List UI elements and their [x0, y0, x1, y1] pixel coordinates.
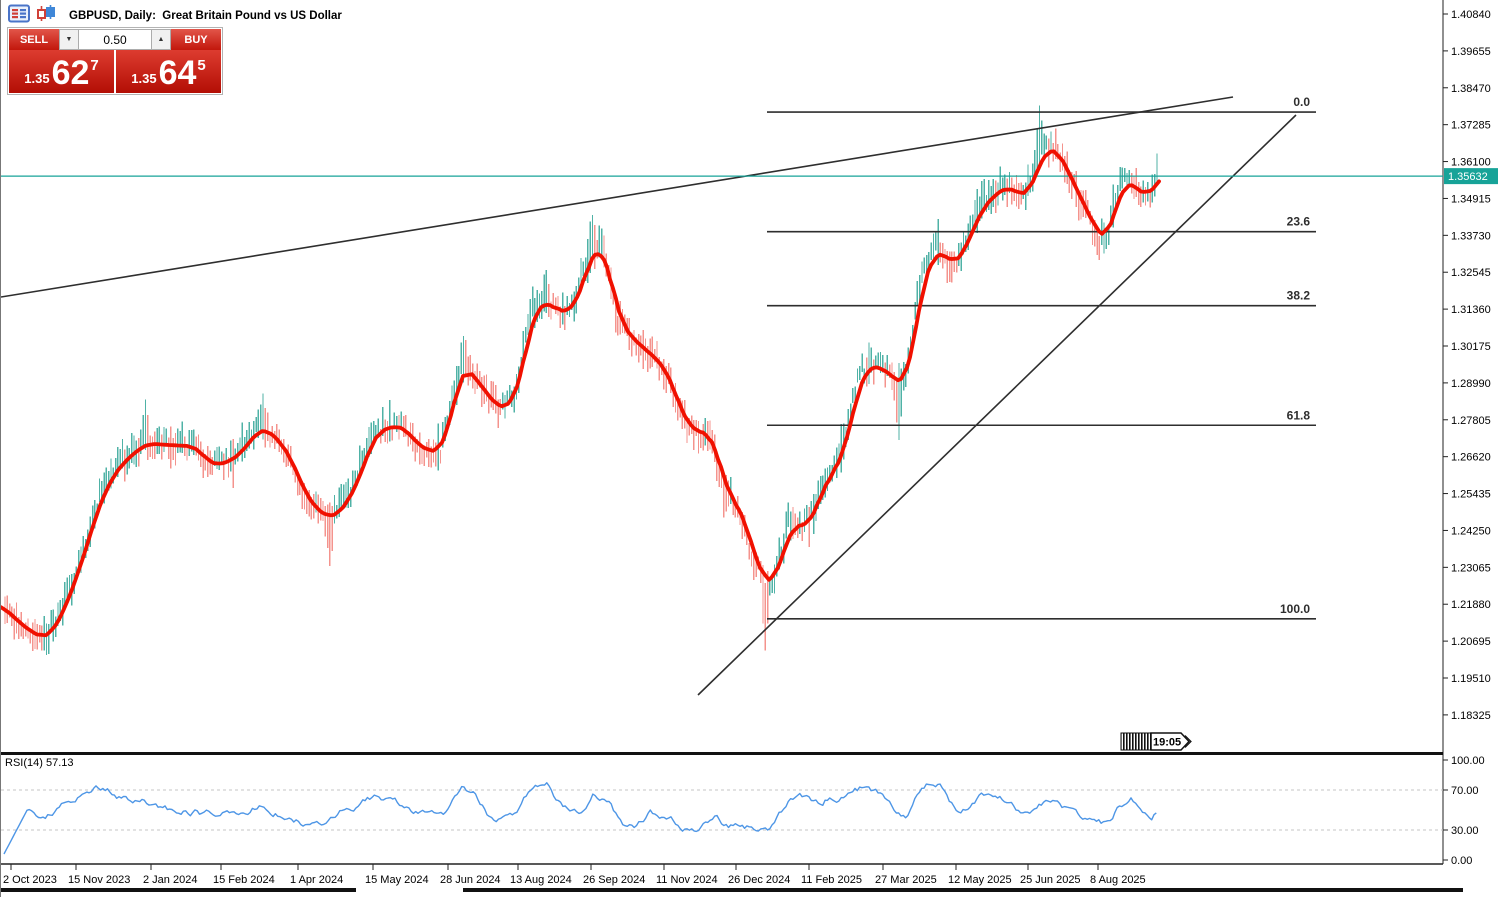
moving-average-line[interactable] — [1, 149, 1161, 638]
one-click-trade-widget: SELL ▼ ▲ BUY 1.35 62 7 1.35 64 5 — [7, 27, 223, 95]
svg-text:1.35632: 1.35632 — [1448, 171, 1488, 183]
svg-text:25 Jun 2025: 25 Jun 2025 — [1020, 874, 1081, 886]
svg-text:19:05: 19:05 — [1153, 737, 1181, 749]
svg-text:2 Oct 2023: 2 Oct 2023 — [3, 874, 57, 886]
svg-text:2 Jan 2024: 2 Jan 2024 — [143, 874, 197, 886]
svg-text:30.00: 30.00 — [1451, 825, 1479, 837]
svg-text:23.6: 23.6 — [1287, 215, 1311, 229]
svg-text:1.30175: 1.30175 — [1451, 341, 1491, 353]
svg-text:1.20695: 1.20695 — [1451, 636, 1491, 648]
svg-text:1.19510: 1.19510 — [1451, 673, 1491, 685]
lower-trendline[interactable] — [697, 114, 1297, 696]
rsi-panel: 100.00 70.00 30.00 0.00 — [1, 755, 1485, 867]
svg-text:1.37285: 1.37285 — [1451, 120, 1491, 132]
svg-text:12 May 2025: 12 May 2025 — [948, 874, 1012, 886]
current-price-tag: 1.35632 — [1444, 168, 1498, 185]
svg-text:0.0: 0.0 — [1293, 95, 1310, 109]
svg-text:1 Apr 2024: 1 Apr 2024 — [290, 874, 343, 886]
svg-text:27 Mar 2025: 27 Mar 2025 — [875, 874, 937, 886]
svg-text:70.00: 70.00 — [1451, 785, 1479, 797]
svg-text:1.39655: 1.39655 — [1451, 46, 1491, 58]
svg-text:1.38470: 1.38470 — [1451, 83, 1491, 95]
sell-price-big: 62 — [51, 54, 90, 92]
sell-price-prefix: 1.35 — [24, 71, 50, 86]
svg-text:1.24250: 1.24250 — [1451, 525, 1491, 537]
svg-text:1.23065: 1.23065 — [1451, 562, 1491, 574]
svg-text:1.18325: 1.18325 — [1451, 710, 1491, 722]
svg-text:15 Nov 2023: 15 Nov 2023 — [68, 874, 130, 886]
sell-price-panel[interactable]: 1.35 62 7 — [9, 50, 114, 93]
svg-text:15 May 2024: 15 May 2024 — [365, 874, 429, 886]
svg-text:61.8: 61.8 — [1287, 408, 1311, 422]
buy-price-big: 64 — [158, 54, 197, 92]
volume-down-button[interactable]: ▼ — [59, 29, 79, 50]
price-scale[interactable]: 1.40840 1.39655 1.38470 1.37285 1.36100 1.349… — [1442, 0, 1491, 864]
svg-text:26 Dec 2024: 26 Dec 2024 — [728, 874, 790, 886]
svg-text:8 Aug 2025: 8 Aug 2025 — [1090, 874, 1146, 886]
volume-input[interactable] — [79, 29, 151, 50]
buy-button[interactable]: BUY — [171, 29, 221, 50]
svg-text:28 Jun 2024: 28 Jun 2024 — [440, 874, 501, 886]
svg-text:100.0: 100.0 — [1280, 602, 1310, 616]
sell-button[interactable]: SELL — [9, 29, 59, 50]
countdown-tag: 19:05 — [1120, 732, 1192, 751]
panel-separator[interactable] — [1, 752, 1443, 755]
svg-text:26 Sep 2024: 26 Sep 2024 — [583, 874, 645, 886]
candlestick-bars[interactable] — [4, 105, 1158, 655]
volume-up-button[interactable]: ▲ — [151, 29, 171, 50]
buy-price-panel[interactable]: 1.35 64 5 — [116, 50, 221, 93]
chart-title: GBPUSD, Daily: Great Britain Pound vs US… — [69, 10, 342, 22]
svg-text:0.00: 0.00 — [1451, 855, 1472, 867]
buy-price-prefix: 1.35 — [131, 71, 157, 86]
svg-text:1.27805: 1.27805 — [1451, 415, 1491, 427]
svg-text:1.34915: 1.34915 — [1451, 193, 1491, 205]
svg-text:1.28990: 1.28990 — [1451, 378, 1491, 390]
fibonacci-retracement[interactable]: 0.0 23.6 38.2 61.8 100.0 — [767, 95, 1316, 620]
svg-text:1.40840: 1.40840 — [1451, 9, 1491, 21]
svg-text:13 Aug 2024: 13 Aug 2024 — [510, 874, 572, 886]
rsi-line[interactable] — [3, 782, 1157, 855]
sell-price-sup: 7 — [90, 57, 99, 74]
svg-text:15 Feb 2024: 15 Feb 2024 — [213, 874, 275, 886]
upper-trendline[interactable] — [1, 96, 1234, 298]
svg-text:1.21880: 1.21880 — [1451, 599, 1491, 611]
svg-text:1.26620: 1.26620 — [1451, 452, 1491, 464]
depth-of-market-icon[interactable] — [8, 4, 30, 28]
svg-text:11 Nov 2024: 11 Nov 2024 — [656, 874, 718, 886]
chart-header: GBPUSD, Daily: Great Britain Pound vs US… — [8, 4, 342, 28]
time-scale[interactable]: 2 Oct 2023 15 Nov 2023 2 Jan 2024 15 Feb 20… — [1, 863, 1443, 886]
svg-text:1.36100: 1.36100 — [1451, 157, 1491, 169]
svg-text:1.25435: 1.25435 — [1451, 489, 1491, 501]
rsi-indicator-label: RSI(14) 57.13 — [5, 757, 74, 769]
trade-widget-prices: 1.35 62 7 1.35 64 5 — [9, 50, 221, 93]
trade-widget-controls: SELL ▼ ▲ BUY — [9, 29, 221, 50]
svg-text:100.00: 100.00 — [1451, 755, 1485, 767]
chart-type-icon[interactable] — [36, 4, 57, 28]
svg-text:38.2: 38.2 — [1287, 289, 1311, 303]
svg-text:1.31360: 1.31360 — [1451, 304, 1491, 316]
svg-text:1.32545: 1.32545 — [1451, 267, 1491, 279]
svg-text:11 Feb 2025: 11 Feb 2025 — [801, 874, 862, 886]
horizontal-scrollbar[interactable] — [1, 888, 1463, 892]
svg-text:1.33730: 1.33730 — [1451, 230, 1491, 242]
buy-price-sup: 5 — [197, 57, 206, 74]
